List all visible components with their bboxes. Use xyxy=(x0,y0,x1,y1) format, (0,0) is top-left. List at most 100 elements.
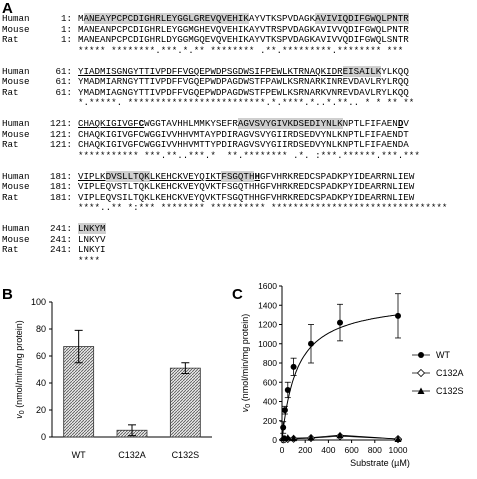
data-point-C132S xyxy=(307,434,315,441)
data-point-C132S xyxy=(290,434,298,442)
sequence-segment: C xyxy=(138,118,145,130)
residue-start: 61: xyxy=(55,86,72,98)
sequence-segment: YLKQQ xyxy=(381,65,409,77)
alignment-row: Human 121: CHAQKIGIVGFCWGGTAVHHLMMKYSEFRAG… xyxy=(2,118,447,130)
consensus-row: *.*****. *************************.*.***… xyxy=(2,98,447,109)
species-label: Rat xyxy=(2,34,19,46)
residue-start: 181: xyxy=(49,191,72,203)
species-label: Mouse xyxy=(2,128,30,140)
y-tick-label: 60 xyxy=(36,351,46,361)
data-point-WT xyxy=(395,312,401,319)
consensus-symbols: *********** ***.**..***.* **.******** .*… xyxy=(78,149,426,161)
x-axis-label: Substrate (µM) xyxy=(350,458,410,468)
residue-start: 121: xyxy=(49,118,72,130)
data-point-C132S xyxy=(394,435,402,443)
species-label: Rat xyxy=(2,191,19,203)
y-tick-label: 0 xyxy=(272,435,277,445)
data-point-WT xyxy=(337,319,343,326)
y-tick-label: 1400 xyxy=(258,300,277,310)
y-tick-label: 600 xyxy=(263,377,277,387)
x-tick-label: 600 xyxy=(345,445,359,455)
highlighted-segment: FSGQTH xyxy=(221,170,255,182)
y-tick-label: 20 xyxy=(36,405,46,415)
alignment-row: Rat 61: YMADMIAGNGYTTIVPDFFVGQEPWDPAGDWSTF… xyxy=(2,86,447,99)
residue-start: 1: xyxy=(60,34,72,46)
legend-marker-C132A xyxy=(416,368,426,378)
consensus-symbols: ***** ********.***.*.** ******** .**.***… xyxy=(78,44,404,56)
sequence: VIPLEQVSILTQKLKEHCKVEYQVKTFSGQTHHGFVHRKR… xyxy=(78,191,415,203)
sequence: CHAQKIGIVGFCWGGIVVHHVMTTYPDIRAGVSVYGIIRD… xyxy=(78,139,409,151)
data-point-WT xyxy=(281,407,288,414)
consensus-row: ****..** *:*** ******** ********** *****… xyxy=(2,203,447,214)
y-tick-label: 100 xyxy=(31,297,46,307)
legend-marker-C132S xyxy=(417,387,425,394)
species-label: Rat xyxy=(2,244,19,256)
alignment-row: Human 61: YIADMISGNGYTTIVPDFFVGQEPWDPSGDWS… xyxy=(2,65,447,78)
highlighted-segment: LNKYM xyxy=(78,223,106,235)
consensus-row: **** xyxy=(2,255,447,267)
data-point-WT xyxy=(290,363,297,370)
species-label: Mouse xyxy=(2,23,30,35)
consensus-symbols: *.*****. *************************.*.***… xyxy=(78,97,420,109)
y-axis-label: v0 (nmol/min/mg protein) xyxy=(240,314,252,412)
sequence-segment: VIPLK xyxy=(78,170,106,182)
sequence: MANEANPCPCDIGHRLEYGGMGHEVQVEHIKAYVTRSPVD… xyxy=(78,23,409,35)
species-label: Rat xyxy=(2,86,19,98)
y-tick-label: 400 xyxy=(263,397,277,407)
x-tick-label: 1000 xyxy=(389,445,408,455)
sequence: MANEAYPCPCDIGHRLEYGGLGREVQVEHIKAYVTKSPVD… xyxy=(78,13,409,25)
y-tick-label: 200 xyxy=(263,416,277,426)
sequence: LNKYM xyxy=(78,223,106,235)
x-tick-label: 0 xyxy=(280,445,285,455)
y-tick-label: 0 xyxy=(41,432,46,442)
residue-start: 241: xyxy=(49,233,72,245)
alignment-row: Mouse 121: CHAQKIGIVGFCWGGIVVHHVMTAYPDIRAG… xyxy=(2,128,447,141)
sequence-segment: WGGTAVHHLMMKYSEFR xyxy=(144,118,238,130)
residue-start: 61: xyxy=(55,76,72,88)
species-label: Human xyxy=(2,170,30,182)
sequence: CHAQKIGIVGFCWGGTAVHHLMMKYSEFRAGVSVYGIVKD… xyxy=(78,118,409,130)
panel-label-b: B xyxy=(2,286,13,303)
sequence-segment: YIADMISGNGYTTIVPDFFVGQEPWDPSGDWSIFPEWLKT… xyxy=(78,65,343,77)
species-label: Human xyxy=(2,65,30,77)
legend-label: C132A xyxy=(436,368,464,378)
residue-start: 61: xyxy=(55,65,72,77)
data-point-WT xyxy=(284,386,291,393)
y-axis-label: v0 (nmol/min/mg protein) xyxy=(14,320,26,418)
alignment-row: Rat 181: VIPLEQVSILTQKLKEHCKVEYQVKTFSGQTHH… xyxy=(2,191,447,204)
y-tick-label: 1600 xyxy=(258,281,277,291)
species-label: Rat xyxy=(2,139,19,151)
sequence: CHAQKIGIVGFCWGGIVVHHVMTAYPDIRAGVSVYGIIRD… xyxy=(78,128,409,140)
residue-start: 181: xyxy=(49,170,72,182)
category-label: C132S xyxy=(172,450,200,460)
species-label: Mouse xyxy=(2,233,30,245)
sequence: YMADMIAGNGYTTIVPDFFVGQEPWDPAGDWSTFPEWLKS… xyxy=(78,86,409,98)
y-tick-label: 1200 xyxy=(258,320,277,330)
alignment-row: Mouse 181: VIPLEQVSTLTQKLKEHCKVEYQVKTFSGQT… xyxy=(2,182,447,193)
y-tick-label: 40 xyxy=(36,378,46,388)
residue-start: 121: xyxy=(49,139,72,151)
x-tick-label: 400 xyxy=(321,445,335,455)
sequence: MANEANPCPCDIGHRLDYGGMGQEVQVEHIKAYVTKSPVD… xyxy=(78,34,409,46)
legend-label: WT xyxy=(436,350,450,360)
sequence-segment: AYVTKSPVDAGK xyxy=(248,13,316,24)
sequence-segment: H xyxy=(254,170,260,182)
x-tick-label: 800 xyxy=(368,445,382,455)
sequence-segment: V xyxy=(403,118,409,130)
legend-label: C132S xyxy=(436,386,464,396)
highlighted-segment: AVIVIQDIFGWQLPNTR xyxy=(315,13,409,24)
consensus-symbols: **** xyxy=(78,255,101,267)
alignment-row: Mouse 241: LNKYV xyxy=(2,233,447,246)
alignment-block: Human 181: VIPLKDVSLLTQKLKEHCKVEYQIKTFSGQT… xyxy=(2,170,447,214)
sequence-segment: D xyxy=(397,118,404,130)
data-point-WT xyxy=(280,424,287,431)
category-label: C132A xyxy=(118,450,146,460)
y-tick-label: 1000 xyxy=(258,339,277,349)
residue-start: 181: xyxy=(49,181,72,193)
bar xyxy=(169,367,201,438)
alignment-block: Human 241: LNKYM Mouse 241: LNKYV Rat 241: LNKYI… xyxy=(2,223,447,267)
alignment-block: Human 61: YIADMISGNGYTTIVPDFFVGQEPWDPSGDWS… xyxy=(2,65,447,109)
consensus-row: ***** ********.***.*.** ******** .**.***… xyxy=(2,44,447,57)
data-point-C132S xyxy=(284,434,292,441)
sequence-segment: LKEHCKVEYQIKT xyxy=(149,170,222,182)
